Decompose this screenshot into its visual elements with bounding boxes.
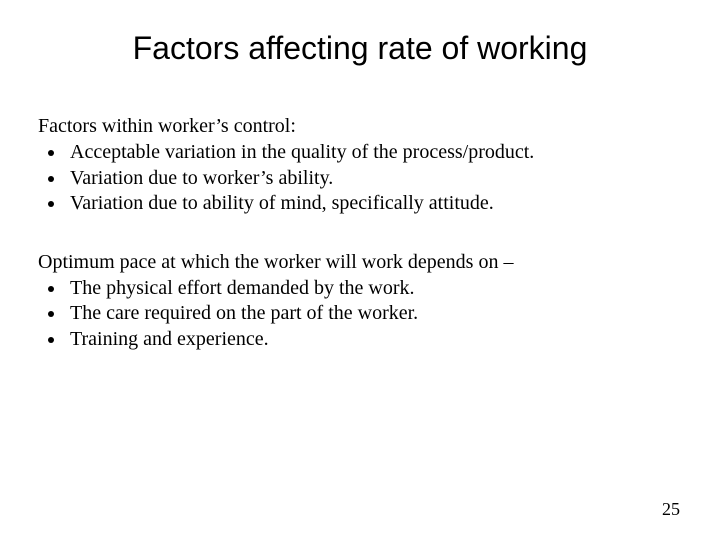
list-item: Variation due to ability of mind, specif… [66, 191, 682, 217]
list-item: The physical effort demanded by the work… [66, 276, 682, 302]
list-item: Acceptable variation in the quality of t… [66, 140, 682, 166]
slide: Factors affecting rate of working Factor… [0, 0, 720, 540]
slide-title: Factors affecting rate of working [38, 30, 682, 67]
section1-intro: Factors within worker’s control: [38, 115, 682, 138]
list-item: Variation due to worker’s ability. [66, 166, 682, 192]
list-item: The care required on the part of the wor… [66, 301, 682, 327]
page-number: 25 [662, 499, 680, 520]
section2-list: The physical effort demanded by the work… [38, 276, 682, 353]
list-item: Training and experience. [66, 327, 682, 353]
section1-list: Acceptable variation in the quality of t… [38, 140, 682, 217]
section2-intro: Optimum pace at which the worker will wo… [38, 251, 682, 274]
